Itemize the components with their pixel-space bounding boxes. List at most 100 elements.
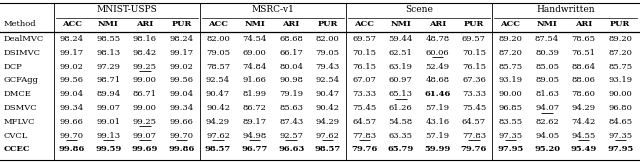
Text: 99.02: 99.02 — [60, 63, 84, 71]
Text: 90.00: 90.00 — [499, 90, 522, 98]
Text: 99.69: 99.69 — [132, 145, 158, 153]
Text: 59.44: 59.44 — [388, 35, 413, 43]
Text: 64.57: 64.57 — [352, 118, 376, 126]
Text: Method: Method — [3, 21, 36, 29]
Text: 85.63: 85.63 — [279, 104, 303, 112]
Text: 97.62: 97.62 — [316, 132, 340, 140]
Text: 99.17: 99.17 — [170, 49, 193, 57]
Text: 95.49: 95.49 — [570, 145, 596, 153]
Text: 79.76: 79.76 — [351, 145, 378, 153]
Text: 97.29: 97.29 — [97, 63, 120, 71]
Text: 62.51: 62.51 — [389, 49, 413, 57]
Text: 86.71: 86.71 — [133, 90, 157, 98]
Text: 48.68: 48.68 — [426, 76, 449, 84]
Text: NMI: NMI — [244, 21, 265, 29]
Text: 96.63: 96.63 — [278, 145, 304, 153]
Text: 65.79: 65.79 — [388, 145, 414, 153]
Text: 79.76: 79.76 — [461, 145, 487, 153]
Text: 57.19: 57.19 — [426, 132, 449, 140]
Text: 96.80: 96.80 — [608, 104, 632, 112]
Text: 75.45: 75.45 — [352, 104, 376, 112]
Text: 48.78: 48.78 — [426, 35, 449, 43]
Text: 99.86: 99.86 — [168, 145, 195, 153]
Text: 99.56: 99.56 — [170, 76, 193, 84]
Text: PUR: PUR — [610, 21, 630, 29]
Text: DealMVC: DealMVC — [3, 35, 44, 43]
Text: 92.54: 92.54 — [206, 76, 230, 84]
Text: 67.36: 67.36 — [462, 76, 486, 84]
Text: 99.04: 99.04 — [170, 90, 193, 98]
Text: 88.64: 88.64 — [572, 63, 596, 71]
Text: NMI: NMI — [537, 21, 557, 29]
Text: 97.95: 97.95 — [497, 145, 524, 153]
Text: 87.20: 87.20 — [499, 49, 522, 57]
Text: 90.42: 90.42 — [316, 104, 340, 112]
Text: 99.00: 99.00 — [133, 76, 157, 84]
Text: 84.65: 84.65 — [608, 118, 632, 126]
Text: ARI: ARI — [282, 21, 300, 29]
Text: 67.07: 67.07 — [353, 76, 376, 84]
Text: 91.66: 91.66 — [243, 76, 266, 84]
Text: 66.17: 66.17 — [279, 49, 303, 57]
Text: 60.97: 60.97 — [389, 76, 413, 84]
Text: Scene: Scene — [405, 6, 433, 15]
Text: 99.34: 99.34 — [60, 104, 84, 112]
Text: 65.13: 65.13 — [389, 90, 413, 98]
Text: 73.33: 73.33 — [462, 90, 486, 98]
Text: 87.54: 87.54 — [535, 35, 559, 43]
Text: 82.00: 82.00 — [206, 35, 230, 43]
Text: 81.63: 81.63 — [535, 90, 559, 98]
Text: PUR: PUR — [317, 21, 338, 29]
Text: ACC: ACC — [62, 21, 82, 29]
Text: 57.19: 57.19 — [426, 104, 449, 112]
Text: ACC: ACC — [500, 21, 520, 29]
Text: 99.34: 99.34 — [170, 104, 193, 112]
Text: GCFAgg: GCFAgg — [3, 76, 38, 84]
Text: 99.04: 99.04 — [60, 90, 84, 98]
Text: 85.75: 85.75 — [608, 63, 632, 71]
Text: NMI: NMI — [390, 21, 412, 29]
Text: DMCE: DMCE — [3, 90, 31, 98]
Text: ACC: ACC — [355, 21, 374, 29]
Text: 99.00: 99.00 — [133, 104, 157, 112]
Text: 80.04: 80.04 — [279, 63, 303, 71]
Text: 82.62: 82.62 — [535, 118, 559, 126]
Text: 52.49: 52.49 — [426, 63, 449, 71]
Text: 94.29: 94.29 — [206, 118, 230, 126]
Text: 85.05: 85.05 — [535, 63, 559, 71]
Text: 78.65: 78.65 — [572, 35, 596, 43]
Text: 90.00: 90.00 — [609, 90, 632, 98]
Text: 99.02: 99.02 — [170, 63, 193, 71]
Text: DCP: DCP — [3, 63, 22, 71]
Text: 63.35: 63.35 — [389, 132, 413, 140]
Text: 97.95: 97.95 — [607, 145, 634, 153]
Text: 69.57: 69.57 — [352, 35, 376, 43]
Text: 89.20: 89.20 — [608, 35, 632, 43]
Text: 98.13: 98.13 — [96, 49, 120, 57]
Text: 89.05: 89.05 — [535, 76, 559, 84]
Text: 92.54: 92.54 — [316, 76, 340, 84]
Text: 86.72: 86.72 — [243, 104, 266, 112]
Text: 99.07: 99.07 — [97, 104, 120, 112]
Text: 80.39: 80.39 — [535, 49, 559, 57]
Text: 64.57: 64.57 — [462, 118, 486, 126]
Text: 94.29: 94.29 — [572, 104, 596, 112]
Text: 94.05: 94.05 — [535, 132, 559, 140]
Text: PUR: PUR — [464, 21, 484, 29]
Text: 63.19: 63.19 — [389, 63, 413, 71]
Text: ARI: ARI — [429, 21, 446, 29]
Text: 94.55: 94.55 — [572, 132, 596, 140]
Text: 76.15: 76.15 — [462, 63, 486, 71]
Text: DSIMVC: DSIMVC — [3, 49, 40, 57]
Text: 98.16: 98.16 — [133, 35, 157, 43]
Text: 75.45: 75.45 — [462, 104, 486, 112]
Text: 99.86: 99.86 — [59, 145, 85, 153]
Text: 96.77: 96.77 — [241, 145, 268, 153]
Text: 89.20: 89.20 — [499, 35, 522, 43]
Text: 79.05: 79.05 — [316, 49, 340, 57]
Text: 69.57: 69.57 — [462, 35, 486, 43]
Text: 43.16: 43.16 — [426, 118, 449, 126]
Text: 79.43: 79.43 — [316, 63, 340, 71]
Text: 90.47: 90.47 — [316, 90, 340, 98]
Text: 93.19: 93.19 — [608, 76, 632, 84]
